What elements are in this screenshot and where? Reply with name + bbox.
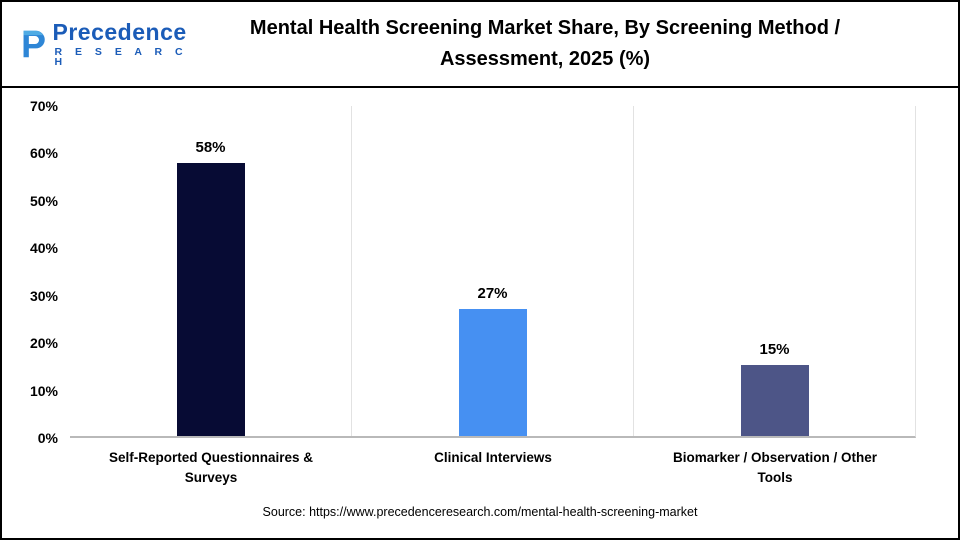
chart-area: 70% 60% 50% 40% 30% 20% 10% 0% 58% 27% 15% [2, 88, 958, 446]
x-axis-category-labels: Self-Reported Questionnaires & Surveys Cl… [70, 438, 916, 489]
bar-2 [458, 308, 527, 436]
logo-text: Precedence R E S E A R C H [52, 18, 190, 68]
bar-column-2: 27% [351, 106, 633, 436]
y-tick-label: 50% [29, 192, 58, 209]
y-tick-label: 20% [29, 335, 58, 352]
category-label-1: Self-Reported Questionnaires & Surveys [108, 450, 314, 486]
bar-3 [740, 365, 809, 436]
y-tick-label: 60% [29, 145, 58, 162]
bar-value-label-3: 15% [759, 341, 790, 359]
y-tick-label: 0% [37, 430, 58, 446]
category-label-2: Clinical Interviews [434, 450, 552, 465]
bar-value-label-1: 58% [195, 138, 226, 156]
source-text: Source: https://www.precedenceresearch.c… [262, 504, 698, 519]
y-tick-label: 30% [29, 287, 58, 304]
plot-row: 70% 60% 50% 40% 30% 20% 10% 0% 58% 27% 15% [12, 98, 916, 446]
bar-value-label-2: 27% [477, 284, 508, 302]
logo-name-text: Precedence [52, 18, 187, 45]
bar-column-1: 58% [70, 106, 351, 436]
category-label-3: Biomarker / Observation / Other Tools [672, 450, 878, 486]
y-tick-label: 10% [29, 382, 58, 399]
logo-sub-text: R E S E A R C H [54, 45, 188, 68]
header: Precedence R E S E A R C H Mental Health… [2, 2, 958, 88]
plot-columns: 58% 27% 15% [70, 106, 916, 438]
chart-title-line2: Assessment, 2025 (%) [439, 48, 651, 70]
bar-1 [176, 162, 245, 436]
y-axis: 70% 60% 50% 40% 30% 20% 10% 0% [12, 98, 70, 446]
precedence-research-logo: Precedence R E S E A R C H [20, 18, 190, 68]
chart-title: Mental Health Screening Market Share, By… [190, 13, 940, 75]
y-tick-label: 70% [29, 98, 58, 114]
chart-title-line1: Mental Health Screening Market Share, By… [249, 17, 841, 39]
y-tick-label: 40% [29, 240, 58, 257]
bar-column-3: 15% [633, 106, 915, 436]
logo-p-icon [23, 30, 45, 58]
